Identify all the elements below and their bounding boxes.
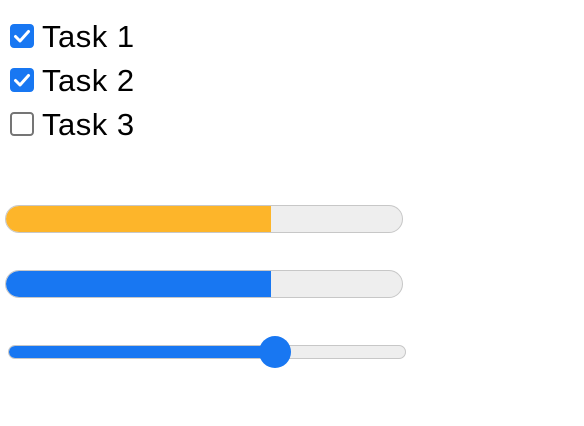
checkmark-icon [14,74,30,87]
range-slider[interactable] [8,334,408,370]
task-3-label: Task 3 [42,106,135,142]
task-1-label: Task 1 [42,18,135,54]
progress-bar-blue [5,270,403,298]
progress-bar-orange [5,205,403,233]
slider-thumb[interactable] [258,336,291,368]
task-3-checkbox[interactable] [10,112,34,136]
slider-track[interactable] [8,345,406,359]
task-2-checkbox[interactable] [10,68,34,92]
progress-bar-orange-fill [6,206,272,232]
task-2-label: Task 2 [42,62,135,98]
task-item-3: Task 3 [10,102,135,146]
task-item-1: Task 1 [10,14,135,58]
checkmark-icon [14,30,30,43]
slider-track-fill [9,346,275,358]
task-item-2: Task 2 [10,58,135,102]
progress-bar-blue-fill [6,271,272,297]
task-list: Task 1 Task 2 Task 3 [10,14,135,146]
task-1-checkbox[interactable] [10,24,34,48]
